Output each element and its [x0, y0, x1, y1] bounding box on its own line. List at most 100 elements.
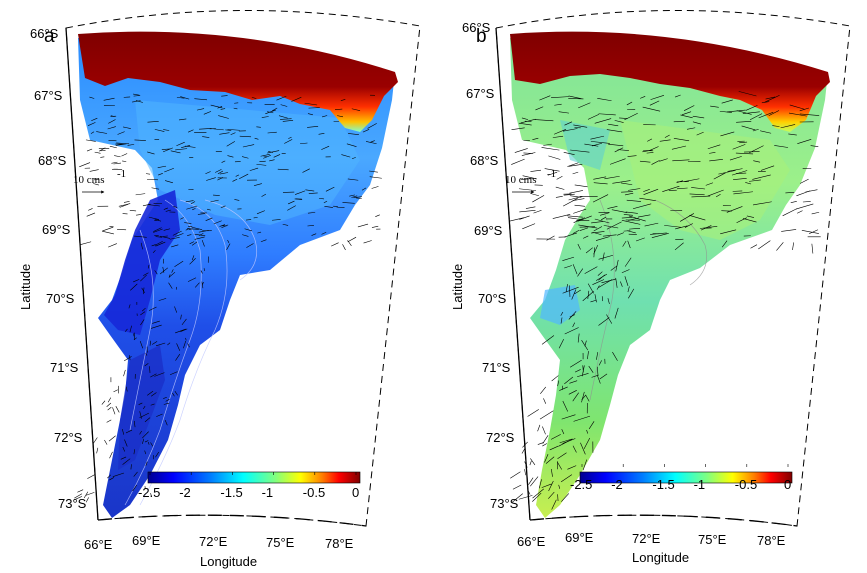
velocity-arrow	[582, 459, 588, 471]
velocity-arrow	[295, 190, 306, 195]
velocity-arrow	[176, 97, 185, 99]
velocity-arrow	[522, 441, 528, 448]
velocity-arrow	[541, 483, 552, 488]
velocity-arrow	[371, 225, 379, 228]
velocity-arrow	[579, 226, 596, 228]
velocity-arrow	[233, 107, 238, 110]
velocity-arrow	[552, 135, 564, 138]
velocity-arrow	[253, 183, 262, 187]
latitude-tick-label: 72°S	[54, 430, 83, 445]
velocity-arrow	[268, 150, 274, 153]
velocity-arrow	[707, 189, 724, 197]
velocity-arrow	[603, 225, 619, 229]
velocity-arrow	[530, 193, 539, 197]
velocity-arrow	[733, 191, 753, 195]
velocity-arrow	[337, 115, 344, 118]
longitude-labels-a: 66°E 69°E 72°E 75°E 78°E	[84, 533, 354, 552]
velocity-arrow	[707, 144, 721, 150]
velocity-arrow	[189, 258, 196, 265]
velocity-arrow	[150, 493, 152, 497]
velocity-arrow	[205, 171, 211, 175]
x-axis-title-b: Longitude	[632, 550, 689, 565]
velocity-arrow	[261, 116, 269, 118]
velocity-arrow	[123, 201, 130, 203]
velocity-arrow	[144, 417, 151, 423]
velocity-arrow	[673, 120, 685, 123]
velocity-arrow	[599, 373, 608, 380]
velocity-arrow	[142, 287, 145, 295]
velocity-arrow	[588, 365, 594, 373]
velocity-arrow	[558, 484, 561, 489]
velocity-arrow	[191, 241, 198, 246]
velocity-arrow	[150, 373, 157, 378]
velocity-arrow	[86, 148, 93, 152]
velocity-arrow	[325, 186, 335, 192]
velocity-arrow	[594, 118, 612, 124]
velocity-arrow	[595, 236, 610, 241]
velocity-arrow	[153, 228, 163, 233]
longitude-tick-label: 66°E	[517, 534, 546, 549]
velocity-arrow	[638, 214, 651, 218]
velocity-arrow	[632, 203, 652, 210]
latitude-labels-a: 66°S 67°S 68°S 69°S 70°S 71°S 72°S 73°S	[30, 26, 87, 511]
velocity-arrow	[128, 304, 131, 309]
velocity-arrow	[87, 474, 95, 479]
velocity-arrow	[590, 299, 597, 303]
velocity-arrow	[167, 342, 171, 346]
velocity-arrow	[302, 168, 310, 173]
velocity-arrow	[109, 451, 113, 459]
velocity-arrow	[121, 153, 128, 157]
colorbar-tick-label: 0	[352, 485, 359, 500]
velocity-arrow	[150, 403, 155, 406]
velocity-arrow	[194, 236, 205, 240]
velocity-arrow	[134, 139, 146, 141]
velocity-arrow	[758, 111, 774, 119]
velocity-arrow	[79, 162, 91, 168]
velocity-arrow	[305, 189, 315, 192]
velocity-arrow	[321, 231, 327, 235]
velocity-arrow	[239, 135, 252, 138]
velocity-arrow	[691, 187, 706, 190]
velocity-arrow	[564, 265, 572, 269]
velocity-arrow	[119, 203, 129, 208]
velocity-arrow	[147, 264, 150, 269]
velocity-arrow	[573, 124, 588, 128]
velocity-arrow	[739, 141, 748, 144]
velocity-arrow	[342, 202, 355, 204]
velocity-arrow	[586, 429, 589, 434]
velocity-arrow	[569, 195, 582, 198]
velocity-arrow	[85, 497, 89, 503]
velocity-vectors-b	[509, 91, 821, 510]
velocity-arrow	[749, 113, 763, 121]
velocity-arrow	[681, 111, 692, 116]
velocity-arrow	[558, 339, 564, 349]
velocity-arrow	[308, 107, 320, 109]
velocity-arrow	[544, 168, 560, 172]
velocity-arrow	[256, 126, 261, 128]
velocity-arrow	[154, 219, 159, 221]
velocity-arrow	[163, 402, 170, 405]
velocity-arrow	[672, 159, 690, 162]
velocity-arrow	[572, 264, 578, 275]
latitude-labels-b: 66°S 67°S 68°S 69°S 70°S 71°S 72°S 73°S	[462, 20, 519, 511]
velocity-arrow	[574, 204, 586, 207]
velocity-arrow	[77, 489, 84, 493]
velocity-arrow	[522, 223, 536, 230]
velocity-arrow	[363, 240, 372, 244]
velocity-arrow	[729, 156, 742, 161]
velocity-arrow	[587, 290, 590, 300]
velocity-arrow	[581, 365, 585, 377]
velocity-arrow	[217, 177, 224, 181]
velocity-arrow	[551, 468, 553, 477]
velocity-arrow	[116, 142, 130, 145]
colorbar-tick-label: 0	[784, 477, 791, 492]
velocity-arrow	[227, 129, 240, 131]
velocity-arrow	[601, 278, 616, 284]
velocity-arrow	[620, 281, 623, 287]
velocity-arrow	[168, 282, 173, 289]
velocity-arrow	[96, 131, 108, 134]
velocity-arrow	[696, 131, 704, 136]
velocity-arrow	[555, 196, 563, 198]
velocity-arrow	[147, 151, 155, 155]
velocity-arrow	[103, 97, 115, 101]
